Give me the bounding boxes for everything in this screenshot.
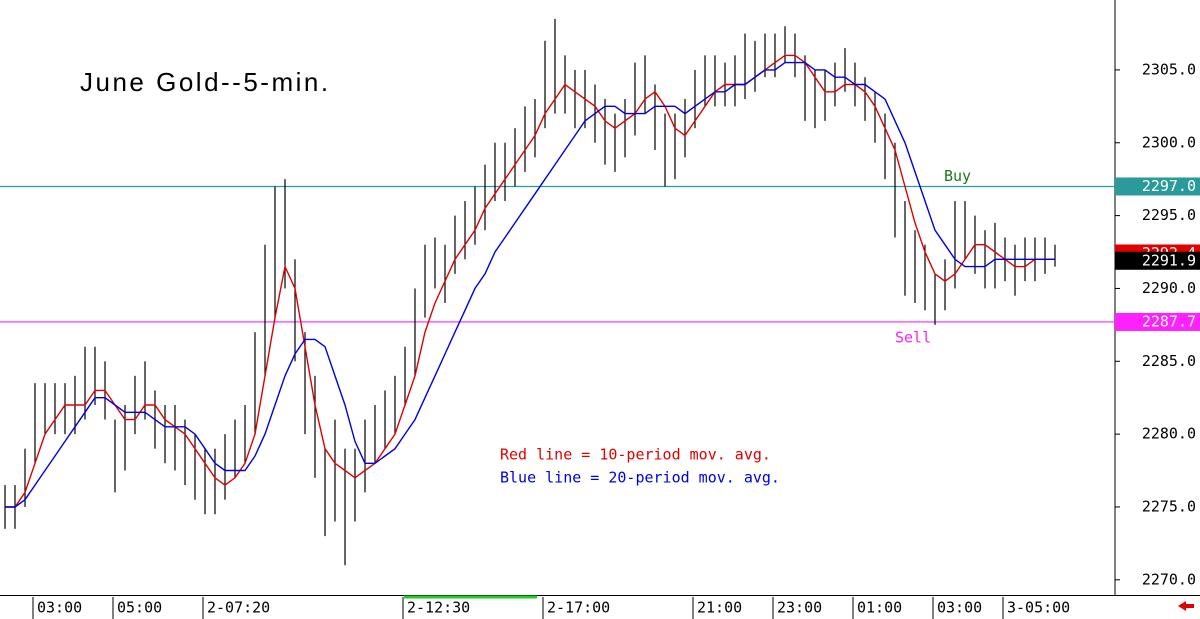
- x-tick-label: 2-07:20: [207, 599, 270, 617]
- last-price-label: 2291.9: [1142, 251, 1196, 269]
- y-tick-label: 2295.0: [1142, 206, 1196, 224]
- x-tick-label: 2-12:30: [407, 599, 470, 617]
- x-tick-label: 21:00: [697, 599, 742, 617]
- y-tick-label: 2305.0: [1142, 60, 1196, 78]
- level-name: Sell: [895, 328, 931, 346]
- annotation: Blue line = 20-period mov. avg.: [500, 469, 780, 487]
- moving-average: [5, 54, 1055, 508]
- y-tick-label: 2300.0: [1142, 133, 1196, 151]
- level-name: Buy: [944, 167, 971, 185]
- x-tick-label: 03:00: [937, 599, 982, 617]
- moving-average: [5, 61, 1055, 508]
- y-tick-label: 2290.0: [1142, 279, 1196, 297]
- y-tick-label: 2270.0: [1142, 570, 1196, 588]
- last-price-tag: [1115, 251, 1200, 270]
- x-tick-label: 03:00: [37, 599, 82, 617]
- x-tick-label: 05:00: [117, 599, 162, 617]
- annotation: Red line = 10-period mov. avg.: [500, 446, 771, 464]
- x-tick-label: 3-05:00: [1007, 599, 1070, 617]
- level-tag: [1115, 312, 1200, 331]
- x-tick-label: 23:00: [777, 599, 822, 617]
- y-tick-label: 2275.0: [1142, 497, 1196, 515]
- chart-title: June Gold--5-min.: [80, 67, 331, 97]
- level-tag-label: 2297.0: [1142, 177, 1196, 195]
- level-tag-label: 2287.7: [1142, 312, 1196, 330]
- y-tick-label: 2285.0: [1142, 352, 1196, 370]
- y-tick-label: 2280.0: [1142, 425, 1196, 443]
- x-tick-label: 2-17:00: [547, 599, 610, 617]
- level-tag: [1115, 177, 1200, 196]
- x-tick-label: 01:00: [857, 599, 902, 617]
- scroll-arrow[interactable]: [1178, 601, 1194, 611]
